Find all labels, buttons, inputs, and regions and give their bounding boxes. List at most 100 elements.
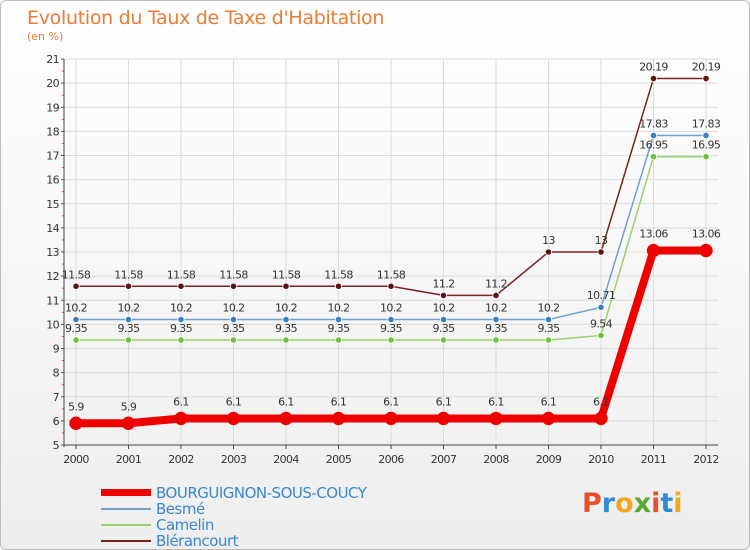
data-label: 9.35 [170,322,193,335]
data-label: 6.1 [383,395,399,408]
data-point [436,411,451,426]
data-label: 11.58 [377,268,406,281]
data-label: 11.58 [114,268,143,281]
grid-lines [64,58,718,446]
y-tick-label: 18 [46,125,59,138]
logo-letter: r [601,488,616,519]
y-tick-label: 11 [46,294,59,307]
data-point [282,336,290,344]
data-point [121,416,136,431]
data-point [177,336,185,344]
data-point [597,331,605,340]
x-tick-label: 2011 [641,453,667,466]
data-point [387,282,395,290]
data-point [649,74,658,83]
data-point [541,411,556,426]
x-tick-label: 2006 [378,453,404,466]
x-tick-label: 2004 [273,453,299,466]
data-point [177,282,185,290]
data-point [331,411,346,426]
x-tick-label: 2003 [221,453,247,466]
data-label: 11.58 [324,268,353,281]
data-point [334,336,343,344]
data-point [702,131,710,140]
data-label: 17.83 [692,117,721,130]
data-label: 11.58 [167,268,196,281]
data-point [489,411,503,426]
data-point [69,416,83,431]
data-point [177,315,185,324]
data-point [124,315,133,324]
data-label: 6.1 [331,395,347,408]
legend-label-besme: Besmé [156,500,205,518]
logo-letter: i [651,488,661,519]
y-tick-label: 16 [46,174,59,187]
data-label: 9.35 [380,322,403,335]
y-tick-label: 8 [53,367,60,380]
x-tick-label: 2008 [483,453,509,466]
data-point [226,411,241,426]
data-label: 10.2 [117,302,139,315]
x-tick-label: 2012 [693,453,719,466]
axes: 5 6 7 8 9 10 11 12 13 14 15 16 17 18 19 20 21 2000 2001 200… [46,53,719,466]
y-tick-label: 10 [46,318,59,331]
data-point [439,291,448,300]
data-point [699,243,713,258]
data-label: 9.35 [432,322,455,335]
data-point [72,282,80,290]
data-label: 13.06 [692,228,721,241]
proxiti-logo: Proxiti [582,488,683,519]
data-point [279,411,293,426]
data-point [702,74,710,83]
legend-label-bourguignon: BOURGUIGNON-SOUS-COUCY [156,484,367,502]
data-point [702,153,710,161]
data-point [597,248,605,256]
legend-label-blerancourt: Blérancourt [156,532,239,550]
data-label: 9.35 [537,322,560,335]
data-label: 10.2 [537,302,559,315]
y-tick-label: 13 [46,246,59,259]
y-tick-label: 6 [53,415,60,428]
data-label: 11.2 [485,277,507,290]
data-label: 5.9 [68,400,84,413]
data-label: 13 [595,234,608,247]
data-label: 9.35 [222,322,245,335]
series-points [69,74,713,431]
data-label: 9.35 [117,322,140,335]
x-tick-label: 2010 [588,453,614,466]
data-point [439,315,448,324]
data-point [282,282,290,290]
data-point [387,315,395,324]
data-point [649,153,658,161]
logo-letter: i [673,488,683,519]
legend-swatch-bourguignon [101,489,151,496]
data-label: 10.2 [380,302,402,315]
data-point [282,315,290,324]
data-label: 6.1 [173,395,189,408]
data-label: 6.1 [593,395,609,408]
legend-swatch-besme [101,508,151,510]
x-tick-label: 2001 [116,453,142,466]
data-point [124,336,133,344]
data-point [646,243,661,258]
data-point [174,411,188,426]
x-tick-label: 2000 [63,453,89,466]
data-label: 13 [542,234,555,247]
data-label: 6.1 [278,395,294,408]
y-tick-label: 19 [46,101,59,114]
y-tick-label: 15 [46,198,59,211]
data-label: 9.54 [590,317,613,330]
data-point [229,336,238,344]
data-labels: 5.9 5.9 6.1 6.1 6.1 6.1 6.1 6.1 6.1 6.1 6.1 13.06 13… [62,61,722,414]
data-label: 10.71 [587,289,616,302]
x-tick-label: 2007 [431,453,457,466]
data-label: 11.58 [272,268,301,281]
data-label: 9.35 [485,322,508,335]
legend-swatch-camelin [101,524,151,526]
data-point [649,131,658,140]
y-tick-label: 21 [46,53,59,66]
y-tick-label: 20 [46,77,59,90]
legend-swatch-blerancourt [101,540,151,542]
